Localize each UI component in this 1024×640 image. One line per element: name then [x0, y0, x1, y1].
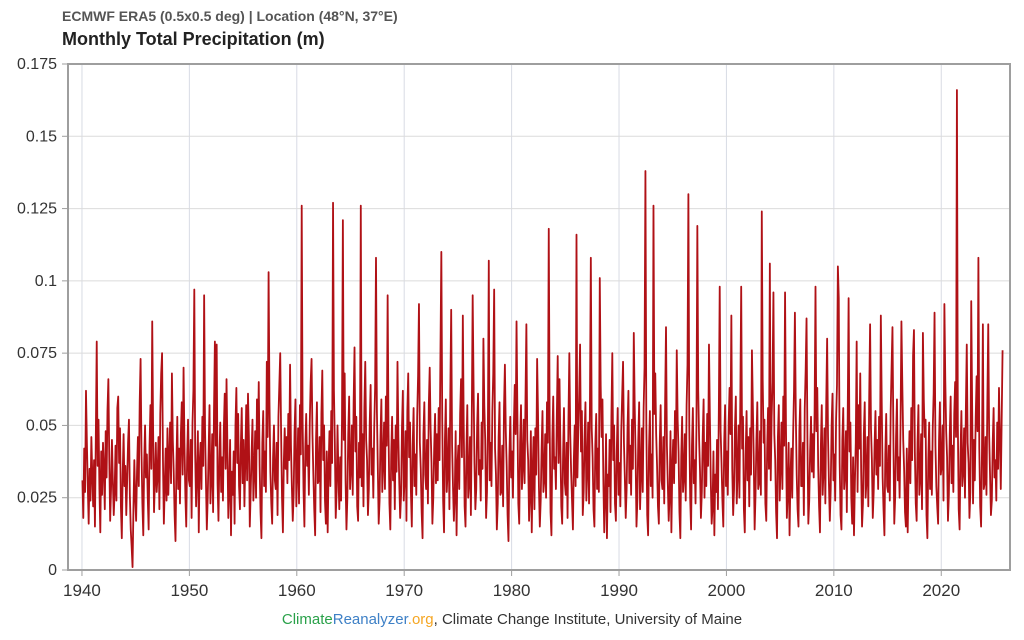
y-tick-label: 0.05: [26, 417, 57, 434]
x-tick-label: 1960: [278, 581, 316, 600]
footer-reanalyzer[interactable]: Reanalyzer: [332, 611, 408, 628]
x-tick-label: 2010: [815, 581, 853, 600]
chart-title: Monthly Total Precipitation (m): [62, 28, 325, 49]
plot-border: [67, 63, 1011, 571]
x-tick-label: 1940: [63, 581, 101, 600]
y-tick-label: 0.15: [26, 128, 57, 145]
footer-org[interactable]: .org: [407, 611, 434, 628]
y-tick-label: 0.075: [17, 345, 57, 362]
x-tick-label: 2000: [708, 581, 746, 600]
y-tick-label: 0.025: [17, 490, 57, 507]
y-tick-label: 0.1: [35, 273, 57, 290]
x-tick-label: 1950: [170, 581, 208, 600]
footer-institute: , Climate Change Institute, University o…: [433, 611, 743, 628]
footer-climate[interactable]: Climate: [281, 611, 333, 628]
footer-credit: ClimateReanalyzer.org, Climate Change In…: [0, 611, 1024, 628]
x-tick-label: 2020: [922, 581, 960, 600]
x-tick-label: 1970: [385, 581, 423, 600]
chart-header: ECMWF ERA5 (0.5x0.5 deg) | Location (48°…: [62, 8, 398, 50]
x-tick-label: 1990: [600, 581, 638, 600]
y-tick-label: 0.125: [17, 201, 57, 218]
y-tick-label: 0.175: [17, 56, 57, 73]
chart-subtitle: ECMWF ERA5 (0.5x0.5 deg) | Location (48°…: [62, 8, 398, 24]
y-tick-label: 0: [48, 562, 57, 579]
climate-reanalyzer-link[interactable]: ClimateReanalyzer.org: [282, 611, 434, 628]
x-tick-label: 1980: [493, 581, 531, 600]
precipitation-series: [81, 89, 1004, 569]
